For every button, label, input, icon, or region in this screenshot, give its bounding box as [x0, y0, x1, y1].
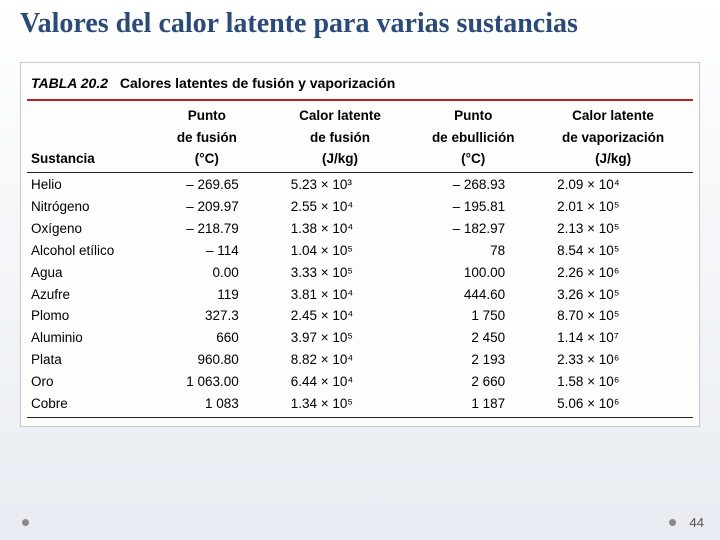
cell-lf: 2.45 × 10⁴	[267, 306, 414, 328]
cell-pe: 100.00	[413, 262, 533, 284]
table-caption-text: Calores latentes de fusión y vaporizació…	[120, 75, 395, 91]
table-row: Aluminio6603.97 × 10⁵2 4501.14 × 10⁷	[27, 328, 693, 350]
col-lf: Calor latente	[267, 105, 414, 127]
col-lv: Calor latente	[533, 105, 693, 127]
cell-lf: 2.55 × 10⁴	[267, 197, 414, 219]
cell-pe: 444.60	[413, 284, 533, 306]
cell-pf: 1 063.00	[147, 372, 267, 394]
cell-pe: 78	[413, 240, 533, 262]
cell-sustancia: Plata	[27, 350, 147, 372]
cell-sustancia: Agua	[27, 262, 147, 284]
cell-lf: 3.97 × 10⁵	[267, 328, 414, 350]
cell-pe: 2 660	[413, 372, 533, 394]
cell-lv: 2.33 × 10⁶	[533, 350, 693, 372]
cell-pf: – 114	[147, 240, 267, 262]
divider-red-top	[27, 99, 693, 101]
cell-sustancia: Aluminio	[27, 328, 147, 350]
table-row: Agua0.003.33 × 10⁵100.002.26 × 10⁶	[27, 262, 693, 284]
cell-pf: 119	[147, 284, 267, 306]
cell-lv: 2.09 × 10⁴	[533, 175, 693, 197]
cell-pf: – 218.79	[147, 218, 267, 240]
col-pe: Punto	[413, 105, 533, 127]
cell-pe: 1 750	[413, 306, 533, 328]
slide-bullet-right	[669, 519, 676, 526]
table-caption: TABLA 20.2 Calores latentes de fusión y …	[27, 71, 693, 97]
page-number: 44	[690, 515, 704, 530]
cell-pf: 660	[147, 328, 267, 350]
table-container: TABLA 20.2 Calores latentes de fusión y …	[20, 62, 700, 427]
col-sustancia: Sustancia	[27, 148, 147, 170]
table-row: Azufre1193.81 × 10⁴444.603.26 × 10⁵	[27, 284, 693, 306]
cell-pf: 960.80	[147, 350, 267, 372]
cell-pf: – 209.97	[147, 197, 267, 219]
cell-lf: 6.44 × 10⁴	[267, 372, 414, 394]
data-table-body: Helio– 269.655.23 × 10³– 268.932.09 × 10…	[27, 175, 693, 416]
page-title: Valores del calor latente para varias su…	[0, 0, 720, 44]
cell-lv: 8.70 × 10⁵	[533, 306, 693, 328]
cell-lv: 5.06 × 10⁶	[533, 393, 693, 415]
cell-pe: – 195.81	[413, 197, 533, 219]
table-row: Plata960.808.82 × 10⁴2 1932.33 × 10⁶	[27, 350, 693, 372]
cell-lf: 1.34 × 10⁵	[267, 393, 414, 415]
cell-lf: 8.82 × 10⁴	[267, 350, 414, 372]
table-head: Punto Calor latente Punto Calor latente …	[27, 105, 693, 170]
cell-sustancia: Plomo	[27, 306, 147, 328]
cell-lv: 1.58 × 10⁶	[533, 372, 693, 394]
cell-lv: 3.26 × 10⁵	[533, 284, 693, 306]
cell-pe: 2 450	[413, 328, 533, 350]
cell-sustancia: Cobre	[27, 393, 147, 415]
cell-pf: – 269.65	[147, 175, 267, 197]
cell-lf: 5.23 × 10³	[267, 175, 414, 197]
table-row: Oro1 063.006.44 × 10⁴2 6601.58 × 10⁶	[27, 372, 693, 394]
cell-lv: 2.26 × 10⁶	[533, 262, 693, 284]
cell-lf: 3.81 × 10⁴	[267, 284, 414, 306]
table-row: Cobre1 0831.34 × 10⁵1 1875.06 × 10⁶	[27, 393, 693, 415]
cell-sustancia: Oxígeno	[27, 218, 147, 240]
divider-under-head	[27, 172, 693, 173]
cell-pe: 2 193	[413, 350, 533, 372]
cell-lf: 1.04 × 10⁵	[267, 240, 414, 262]
table-row: Plomo327.32.45 × 10⁴1 7508.70 × 10⁵	[27, 306, 693, 328]
cell-lv: 1.14 × 10⁷	[533, 328, 693, 350]
slide-bullet-left	[22, 519, 29, 526]
cell-pf: 327.3	[147, 306, 267, 328]
data-table: Punto Calor latente Punto Calor latente …	[27, 105, 693, 170]
col-pf: Punto	[147, 105, 267, 127]
table-row: Alcohol etílico– 1141.04 × 10⁵788.54 × 1…	[27, 240, 693, 262]
table-row: Helio– 269.655.23 × 10³– 268.932.09 × 10…	[27, 175, 693, 197]
cell-pf: 1 083	[147, 393, 267, 415]
cell-sustancia: Nitrógeno	[27, 197, 147, 219]
divider-bottom	[27, 417, 693, 418]
table-row: Nitrógeno– 209.972.55 × 10⁴– 195.812.01 …	[27, 197, 693, 219]
cell-lf: 3.33 × 10⁵	[267, 262, 414, 284]
cell-lf: 1.38 × 10⁴	[267, 218, 414, 240]
cell-pe: – 182.97	[413, 218, 533, 240]
cell-sustancia: Azufre	[27, 284, 147, 306]
cell-lv: 2.13 × 10⁵	[533, 218, 693, 240]
table-number: TABLA 20.2	[31, 75, 108, 91]
cell-sustancia: Alcohol etílico	[27, 240, 147, 262]
cell-sustancia: Helio	[27, 175, 147, 197]
cell-pe: 1 187	[413, 393, 533, 415]
cell-pe: – 268.93	[413, 175, 533, 197]
cell-sustancia: Oro	[27, 372, 147, 394]
cell-pf: 0.00	[147, 262, 267, 284]
cell-lv: 2.01 × 10⁵	[533, 197, 693, 219]
table-row: Oxígeno– 218.791.38 × 10⁴– 182.972.13 × …	[27, 218, 693, 240]
cell-lv: 8.54 × 10⁵	[533, 240, 693, 262]
